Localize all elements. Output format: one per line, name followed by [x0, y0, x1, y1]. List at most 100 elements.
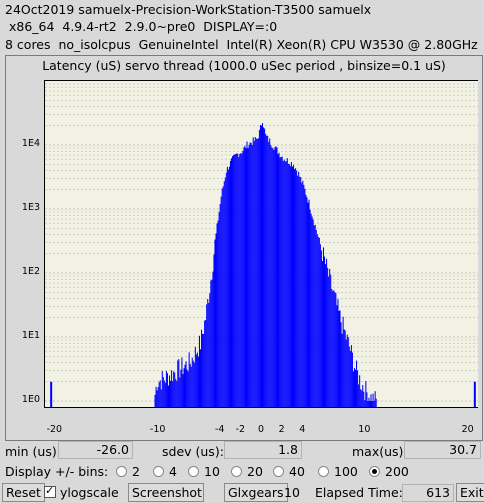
histogram-bar — [298, 171, 300, 407]
bins-radio-40[interactable]: 40 — [273, 464, 305, 479]
histogram-bar — [229, 160, 231, 407]
histogram-bar — [317, 236, 319, 407]
histogram-bar — [366, 392, 368, 407]
screenshot-button[interactable]: Screenshot — [128, 483, 204, 502]
histogram-bar — [332, 290, 334, 407]
bins-radio-2[interactable]: 2 — [116, 464, 140, 479]
histogram-bar — [161, 371, 163, 407]
histogram-bar — [303, 184, 305, 407]
histogram-bar — [329, 268, 331, 407]
histogram-bar — [315, 229, 317, 407]
histogram-bar — [160, 389, 162, 407]
histogram-bar — [279, 157, 281, 407]
histogram-bar — [346, 334, 348, 407]
histogram-bar — [267, 135, 269, 407]
outlier-bar — [473, 381, 476, 407]
histogram-bar — [358, 384, 360, 407]
histogram-bar — [283, 159, 285, 407]
histogram-bar — [272, 148, 274, 407]
display-bins-row: Display +/- bins: 2 4 10 20 40 100 200 — [0, 461, 484, 481]
histogram-bar — [344, 330, 346, 407]
histogram-bar — [157, 387, 159, 407]
histogram-bar — [330, 274, 332, 407]
histogram-bar — [249, 142, 251, 407]
bins-radio-20[interactable]: 20 — [231, 464, 263, 479]
histogram-bar — [259, 124, 261, 407]
radio-icon — [153, 466, 164, 477]
histogram-bar — [290, 161, 292, 407]
histogram-bar — [213, 254, 215, 407]
plot-area — [44, 80, 478, 408]
x-tick-label: -20 — [46, 424, 63, 435]
histogram-bar — [216, 223, 218, 407]
histogram-bar — [197, 356, 199, 407]
histogram-bar — [301, 182, 303, 407]
histogram-bar — [217, 220, 219, 407]
histogram-bar — [191, 357, 193, 407]
histogram-bar — [273, 149, 275, 407]
bins-radio-10[interactable]: 10 — [188, 464, 220, 479]
histogram-bar — [186, 369, 188, 407]
histogram-bar — [250, 142, 252, 407]
histogram-bar — [313, 225, 315, 407]
histogram-bar — [291, 166, 293, 407]
histogram-bar — [307, 202, 309, 407]
histogram-bar — [170, 380, 172, 407]
histogram-bar — [367, 401, 369, 407]
histogram-bar — [368, 397, 370, 407]
reset-button[interactable]: Reset — [2, 483, 45, 502]
histogram-bar — [215, 233, 217, 407]
histogram-bar — [318, 237, 320, 407]
histogram-bar — [277, 154, 279, 407]
histogram-bar — [193, 362, 195, 407]
histogram-bar — [187, 371, 189, 407]
histogram-bar — [275, 146, 277, 407]
histogram-bar — [345, 339, 347, 407]
histogram-bar — [178, 359, 180, 407]
bins-radio-200[interactable]: 200 — [369, 464, 409, 479]
histogram-bar — [211, 279, 213, 407]
histogram-bar — [260, 125, 262, 407]
histogram-bar — [228, 166, 230, 407]
outlier-bar — [50, 381, 53, 407]
exit-button[interactable]: Exit — [456, 483, 484, 502]
histogram-bar — [276, 147, 278, 407]
histogram-bar — [242, 150, 244, 407]
histogram-bar — [206, 304, 208, 407]
histogram-bar — [198, 335, 200, 407]
histogram-bar — [349, 351, 351, 407]
histogram-bar — [175, 378, 177, 407]
histogram-bar — [326, 258, 328, 407]
radio-icon — [116, 466, 127, 477]
radio-icon — [369, 466, 380, 477]
histogram-bar — [280, 156, 282, 407]
ylogscale-checkbox[interactable]: ylogscale — [44, 484, 119, 500]
histogram-bar — [247, 148, 249, 407]
histogram-bar — [204, 320, 206, 407]
histogram-bar — [253, 140, 255, 407]
bins-radio-100[interactable]: 100 — [318, 464, 358, 479]
histogram-bar — [343, 329, 345, 407]
glxgears-button[interactable]: Glxgears — [224, 483, 288, 502]
x-tick-label: -10 — [149, 424, 166, 435]
histogram-bar — [254, 137, 256, 407]
histogram-bar — [177, 360, 179, 407]
histogram-bar — [297, 175, 299, 407]
glxgears-value: 10 — [284, 485, 300, 500]
histogram-bar — [246, 141, 248, 407]
histogram-bar — [285, 161, 287, 407]
histogram-bar — [289, 166, 291, 407]
histogram-bar — [300, 177, 302, 407]
histogram-bar — [348, 346, 350, 407]
histogram-bar — [236, 153, 238, 407]
histogram-bar — [362, 385, 364, 407]
elapsed-value: 613 — [402, 484, 454, 502]
histogram-bar — [370, 394, 372, 407]
histogram-bar — [203, 333, 205, 407]
bins-radio-4[interactable]: 4 — [153, 464, 177, 479]
histogram-bar — [269, 138, 271, 407]
histogram-bar — [320, 250, 322, 407]
histogram-bar — [305, 194, 307, 407]
histogram-bar — [194, 346, 196, 407]
histogram-bar — [351, 352, 353, 407]
